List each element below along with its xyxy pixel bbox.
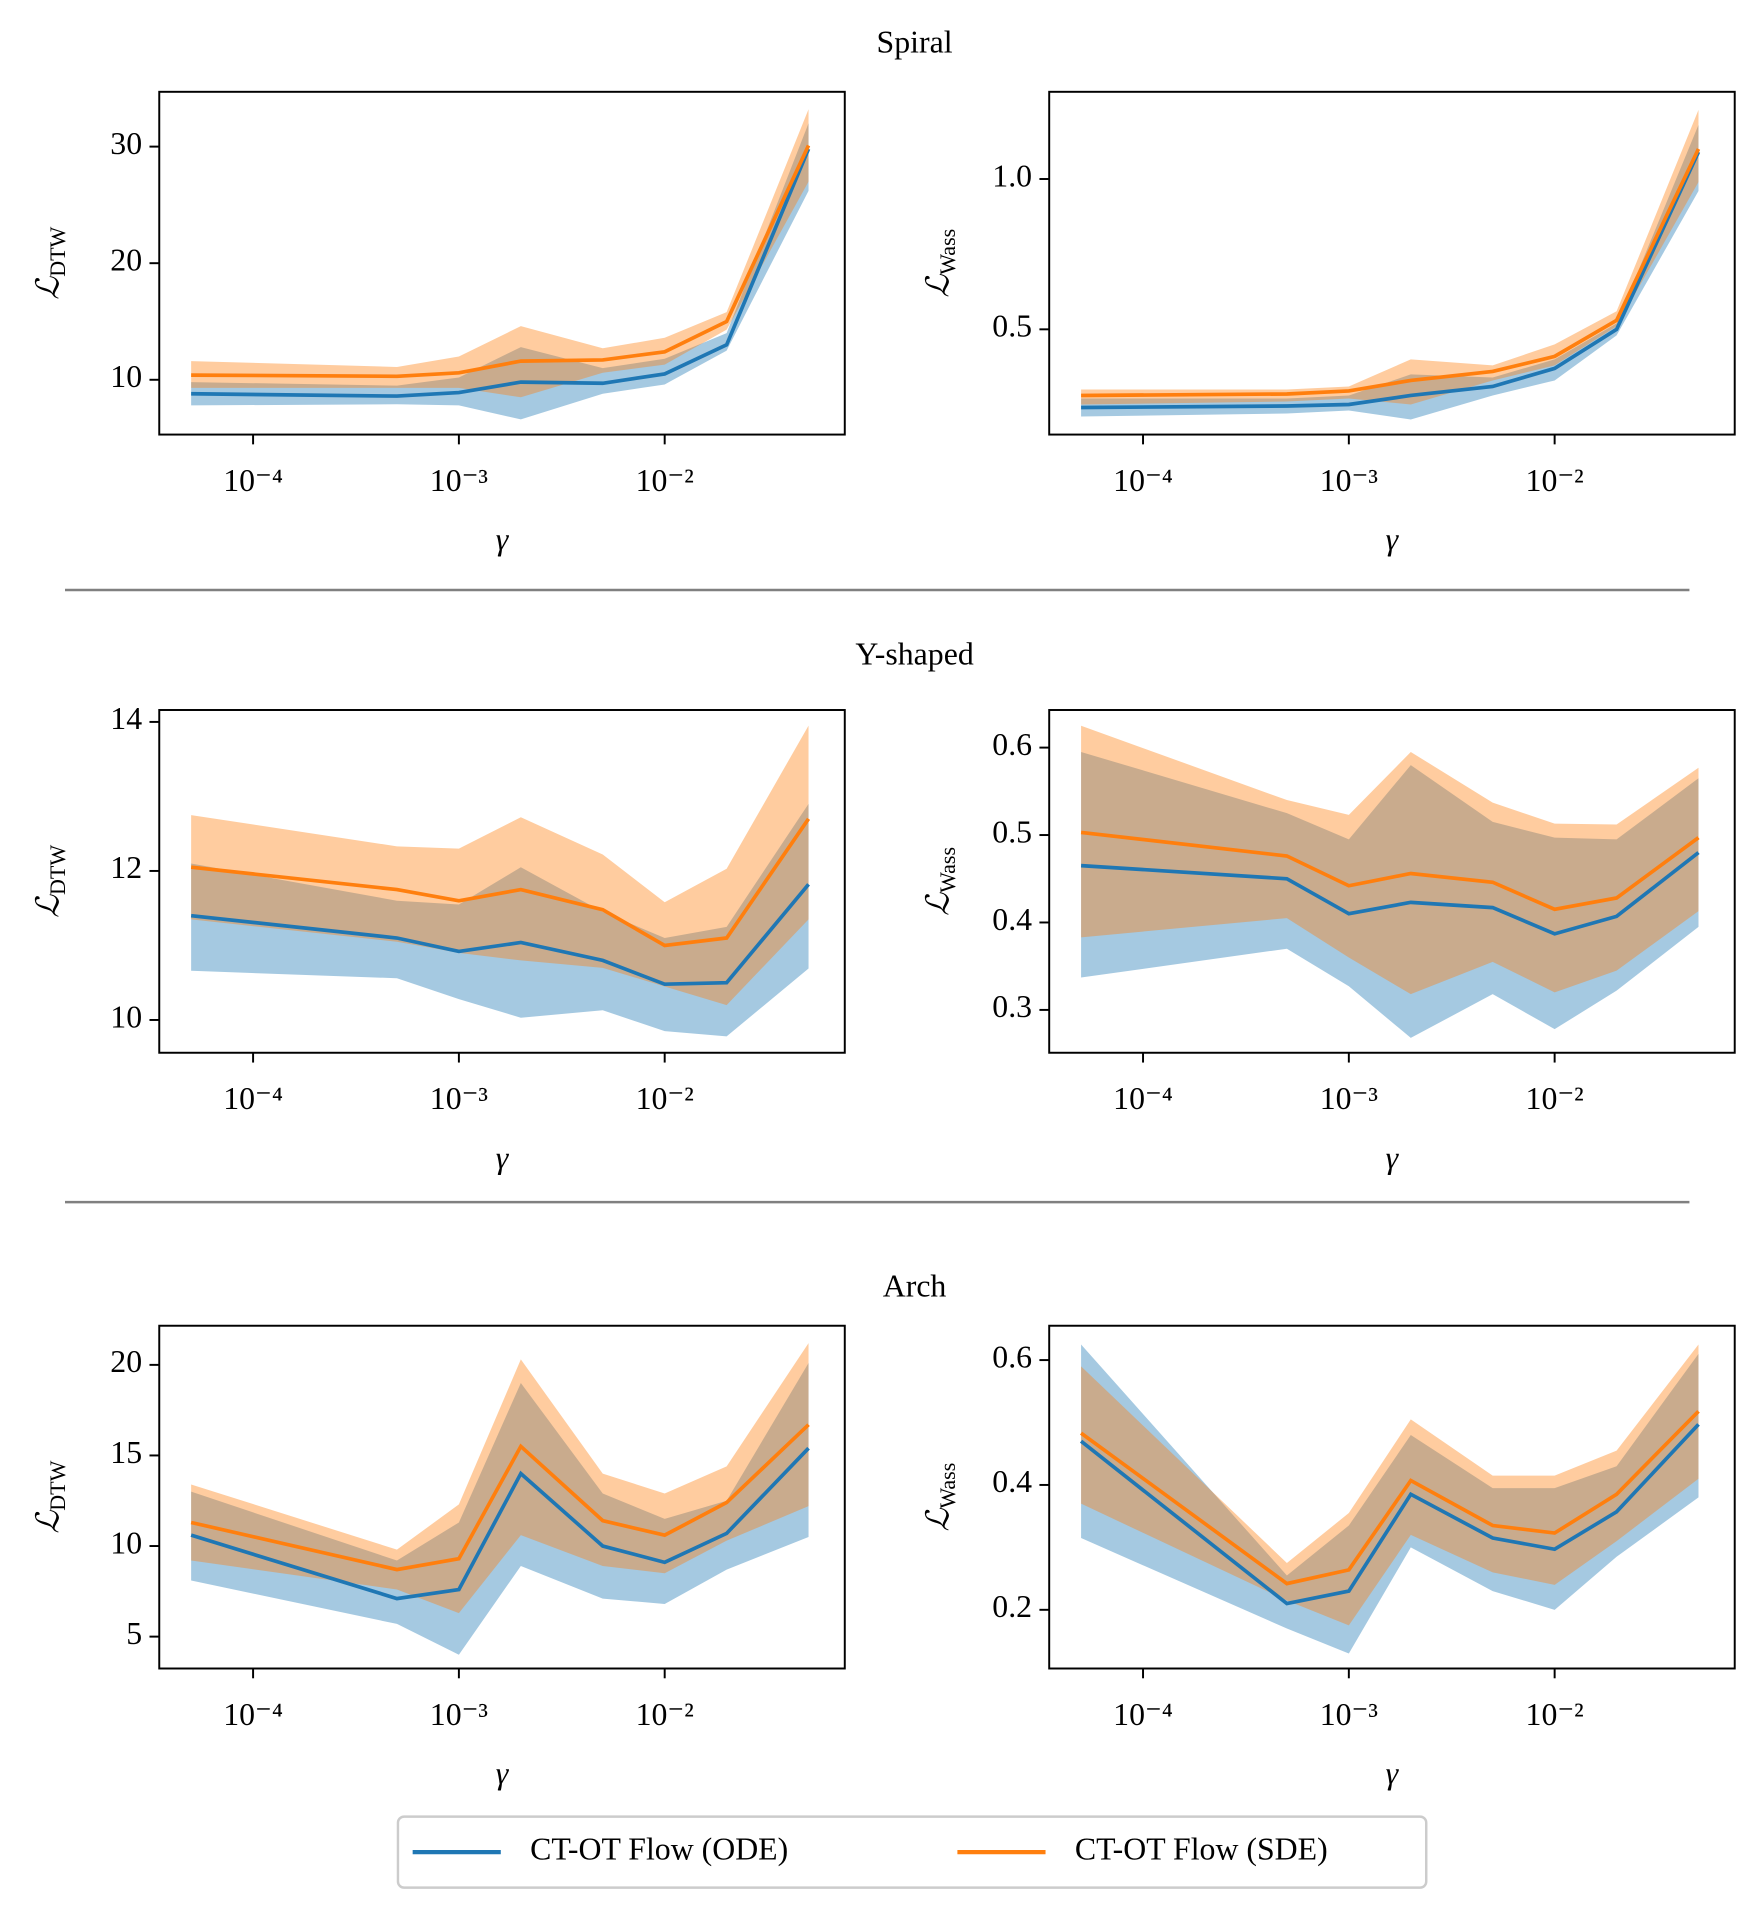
- y-label-subscript: DTW: [45, 845, 70, 895]
- y-tick-label: 14: [110, 701, 142, 736]
- series-line: [1080, 1409, 1700, 1586]
- legend: [396, 1815, 1428, 1889]
- y-tick-label: 30: [110, 126, 142, 161]
- axes-frame: [1048, 90, 1736, 436]
- y-label-symbol: ℒ: [31, 276, 66, 300]
- confidence-band: [1081, 1344, 1699, 1626]
- series-line: [1080, 830, 1700, 912]
- plot-area: [1049, 1325, 1735, 1669]
- confidence-band: [191, 123, 809, 420]
- y-label-symbol: ℒ: [31, 894, 66, 918]
- y-label-symbol: ℒ: [921, 892, 956, 916]
- y-tick-label: 20: [110, 242, 142, 277]
- x-tick-label: 10⁻⁴: [223, 1697, 283, 1732]
- y-tick-label: 0.6: [992, 727, 1032, 762]
- axes-frame: [158, 1324, 846, 1670]
- axes-frame: [1048, 1324, 1736, 1670]
- series-line: [1079, 1423, 1700, 1606]
- series-line: [1081, 148, 1701, 398]
- y-tick-label: 0.5: [992, 814, 1032, 849]
- y-tick-label: 0.5: [992, 309, 1032, 344]
- x-tick-label: 10⁻⁴: [1113, 463, 1173, 498]
- series-line: [190, 1446, 810, 1601]
- axes-frame: [1048, 709, 1736, 1054]
- x-tick-label: 10⁻²: [1526, 1697, 1584, 1732]
- y-tick-label: 15: [110, 1435, 142, 1470]
- confidence-band: [1081, 725, 1699, 995]
- x-tick-label: 10⁻³: [1320, 463, 1378, 498]
- y-axis-label: ℒWass: [921, 847, 960, 916]
- x-axis-label: γ: [496, 522, 510, 557]
- axes-frame: [158, 709, 846, 1054]
- x-tick-label: 10⁻⁴: [1113, 1697, 1173, 1732]
- plot-area: [1049, 91, 1735, 435]
- series-line: [190, 817, 811, 948]
- plot-area: [1049, 710, 1735, 1053]
- x-tick-label: 10⁻³: [430, 463, 488, 498]
- y-tick-label: 10: [110, 999, 142, 1034]
- y-tick-label: 0.3: [992, 989, 1032, 1024]
- y-axis-label: ℒDTW: [31, 845, 70, 918]
- y-label-subscript: Wass: [935, 229, 960, 275]
- x-axis-label: γ: [1386, 1140, 1400, 1175]
- y-tick-label: 12: [110, 850, 142, 885]
- y-axis-label: ℒDTW: [31, 1460, 70, 1533]
- series-line: [1080, 851, 1700, 936]
- y-tick-label: 0.4: [992, 902, 1032, 937]
- x-tick-label: 10⁻²: [1526, 1081, 1584, 1116]
- x-tick-label: 10⁻²: [1526, 463, 1584, 498]
- y-label-subscript: DTW: [45, 1460, 70, 1510]
- series-line: [191, 148, 811, 398]
- y-tick-label: 10: [110, 1525, 142, 1560]
- confidence-band: [1081, 1344, 1699, 1654]
- y-label-subscript: Wass: [935, 1463, 960, 1509]
- legend-label: CT-OT Flow (ODE): [530, 1831, 788, 1866]
- row-title: Y-shaped: [855, 637, 973, 672]
- x-tick-label: 10⁻²: [636, 463, 694, 498]
- x-tick-label: 10⁻²: [636, 1697, 694, 1732]
- y-tick-label: 20: [110, 1344, 142, 1379]
- y-tick-label: 1.0: [992, 158, 1032, 193]
- y-tick-label: 5: [126, 1616, 142, 1651]
- x-tick-label: 10⁻³: [1320, 1697, 1378, 1732]
- x-axis-label: γ: [496, 1756, 510, 1791]
- y-tick-label: 10: [110, 359, 142, 394]
- x-tick-label: 10⁻⁴: [1113, 1081, 1173, 1116]
- series-line: [190, 1423, 810, 1572]
- y-axis-label: ℒWass: [921, 229, 960, 298]
- x-tick-label: 10⁻³: [1320, 1081, 1378, 1116]
- plot-area: [159, 91, 845, 435]
- x-axis-label: γ: [1386, 1756, 1400, 1791]
- y-tick-label: 0.2: [992, 1589, 1032, 1624]
- x-tick-label: 10⁻⁴: [223, 463, 283, 498]
- x-tick-label: 10⁻³: [430, 1697, 488, 1732]
- x-tick-label: 10⁻²: [636, 1081, 694, 1116]
- x-tick-label: 10⁻⁴: [223, 1081, 283, 1116]
- y-tick-label: 0.6: [992, 1339, 1032, 1374]
- series-line: [190, 883, 810, 987]
- y-label-symbol: ℒ: [921, 1508, 956, 1532]
- x-axis-label: γ: [496, 1140, 510, 1175]
- y-label-subscript: Wass: [935, 847, 960, 893]
- confidence-band: [1081, 751, 1699, 1038]
- legend-label: CT-OT Flow (SDE): [1075, 1831, 1328, 1866]
- y-label-symbol: ℒ: [31, 1510, 66, 1534]
- confidence-band: [191, 725, 809, 1006]
- y-axis-label: ℒDTW: [31, 226, 70, 299]
- y-axis-label: ℒWass: [921, 1463, 960, 1532]
- y-label-subscript: DTW: [45, 226, 70, 276]
- row-title: Spiral: [877, 25, 953, 60]
- confidence-band: [191, 1343, 809, 1614]
- x-axis-label: γ: [1386, 522, 1400, 557]
- series-line: [191, 144, 811, 379]
- plot-area: [159, 710, 845, 1053]
- y-label-symbol: ℒ: [921, 274, 956, 298]
- series-line: [1081, 151, 1701, 410]
- row-title: Arch: [883, 1268, 947, 1303]
- y-tick-label: 0.4: [992, 1464, 1032, 1499]
- x-tick-label: 10⁻³: [430, 1081, 488, 1116]
- confidence-band: [191, 109, 809, 398]
